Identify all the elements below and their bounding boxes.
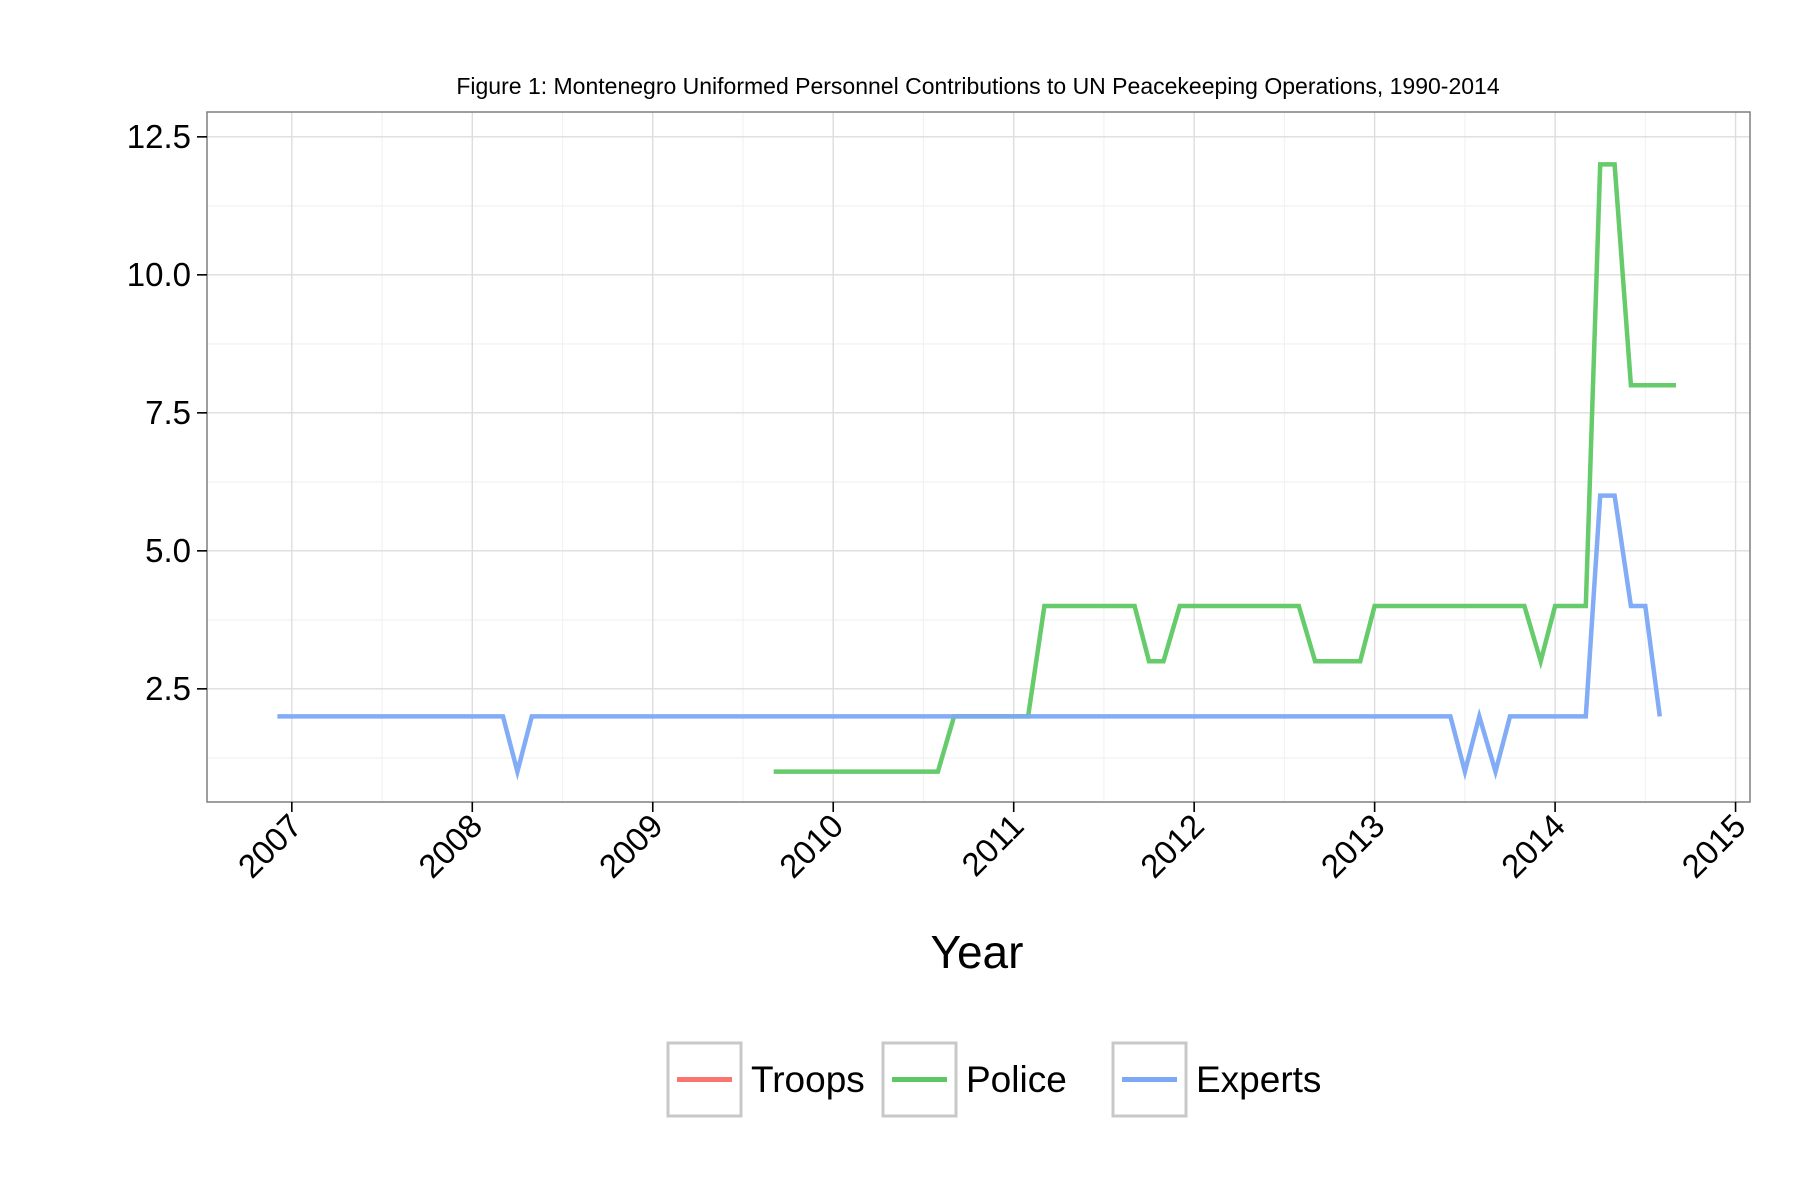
series-lines bbox=[277, 162, 1676, 781]
grid-major bbox=[207, 112, 1750, 802]
y-axis: 2.5 5.0 7.5 10.0 12.5 bbox=[127, 118, 207, 707]
x-tick-label: 2010 bbox=[772, 807, 850, 885]
x-tick-label: 2014 bbox=[1494, 807, 1572, 885]
y-tick-label: 5.0 bbox=[145, 532, 191, 569]
series-line-experts bbox=[277, 493, 1663, 781]
legend-label-police: Police bbox=[966, 1059, 1067, 1100]
x-axis: 2007 2008 2009 2010 2011 2012 2013 2014 2015 bbox=[231, 802, 1753, 885]
x-tick-label: 2015 bbox=[1674, 807, 1752, 885]
y-tick-label: 7.5 bbox=[145, 394, 191, 431]
x-tick-label: 2013 bbox=[1313, 807, 1391, 885]
y-tick-label: 12.5 bbox=[127, 118, 191, 155]
chart-title: Figure 1: Montenegro Uniformed Personnel… bbox=[456, 73, 1499, 99]
x-tick-label: 2012 bbox=[1133, 807, 1211, 885]
legend: Troops Police Experts bbox=[666, 1041, 1321, 1118]
x-tick-label: 2011 bbox=[954, 807, 1030, 883]
y-tick-label: 2.5 bbox=[145, 670, 191, 707]
x-tick-label: 2008 bbox=[411, 807, 489, 885]
x-tick-label: 2009 bbox=[592, 807, 670, 885]
legend-label-experts: Experts bbox=[1196, 1059, 1321, 1100]
plot-border bbox=[206, 111, 1751, 803]
y-tick-label: 10.0 bbox=[127, 256, 191, 293]
x-tick-label: 2007 bbox=[231, 807, 309, 885]
grid-minor bbox=[207, 112, 1750, 802]
legend-label-troops: Troops bbox=[751, 1059, 865, 1100]
plot-background bbox=[207, 112, 1750, 802]
series-line-police bbox=[773, 162, 1676, 774]
x-axis-title: Year bbox=[931, 926, 1024, 978]
